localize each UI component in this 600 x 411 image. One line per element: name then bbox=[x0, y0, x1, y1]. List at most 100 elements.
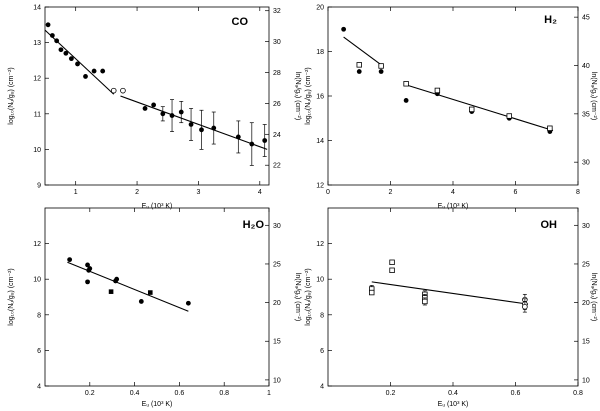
h2-data-point bbox=[341, 26, 347, 32]
h2-x-tick-label: 2 bbox=[389, 189, 393, 196]
oh-title: OH bbox=[541, 219, 558, 231]
h2-y2-tick-label: 45 bbox=[582, 15, 590, 22]
h2-y2-tick-label: 40 bbox=[582, 63, 590, 70]
oh-data-point bbox=[522, 303, 528, 310]
co-data-point bbox=[160, 111, 166, 117]
h2-y-tick-label: 16 bbox=[316, 94, 324, 101]
co-y-axis-label: log₁₀(Nᵤ/gᵤ) (cm⁻²) bbox=[8, 67, 15, 124]
oh-x-axis-label: Eᵤ (10³ K) bbox=[438, 401, 469, 408]
co-x-axis-label: Eᵤ (10³ K) bbox=[142, 203, 173, 210]
co-data-point bbox=[49, 33, 55, 38]
co-data-point bbox=[120, 87, 126, 94]
h2-y2-axis-label: ln(Nᵤ/gᵤ) (cm⁻²) bbox=[590, 72, 597, 120]
oh-y-tick-label: 10 bbox=[316, 277, 324, 284]
co-data-point bbox=[169, 113, 175, 118]
co-y-tick-label: 12 bbox=[33, 76, 41, 83]
co-y-tick-label: 13 bbox=[33, 40, 41, 47]
h2-y2-tick-label: 30 bbox=[582, 160, 590, 167]
h2-x-axis-label: Eᵤ (10³ K) bbox=[438, 203, 469, 210]
h2o-data-point bbox=[67, 257, 73, 263]
oh-fit-line bbox=[371, 281, 529, 305]
h2o-data-point bbox=[108, 289, 114, 294]
h2o-data-point bbox=[85, 279, 90, 285]
h2-x-tick-label: 0 bbox=[326, 189, 330, 196]
oh-y2-axis-label: ln(Nᵤ/gᵤ) (cm⁻²) bbox=[590, 273, 597, 321]
h2-y-tick-label: 20 bbox=[316, 5, 324, 12]
co-y-tick-label: 11 bbox=[34, 111, 41, 118]
co-title: CO bbox=[232, 16, 249, 28]
co-data-point bbox=[45, 22, 51, 28]
co-y2-axis-label: ln(Nᵤ/gᵤ) (cm⁻²) bbox=[294, 72, 301, 120]
h2o-fit-line bbox=[67, 261, 189, 312]
h2-data-point bbox=[506, 113, 512, 119]
h2o-data-point bbox=[185, 300, 191, 306]
h2-data-point bbox=[378, 63, 384, 69]
h2-data-point bbox=[403, 81, 409, 87]
co-data-point bbox=[211, 125, 217, 131]
co-y2-tick-label: 28 bbox=[273, 70, 281, 77]
h2-y-tick-label: 18 bbox=[316, 49, 324, 56]
h2o-title: H₂O bbox=[243, 219, 265, 231]
h2-fit-line bbox=[343, 36, 382, 66]
h2o-data-point bbox=[114, 276, 120, 282]
h2-data-point bbox=[403, 98, 409, 103]
co-data-point bbox=[235, 134, 241, 140]
oh-y2-tick-label: 30 bbox=[582, 223, 590, 230]
h2-y-tick-label: 14 bbox=[316, 138, 324, 145]
h2o-y2-tick-label: 10 bbox=[273, 377, 281, 384]
oh-y-axis-label: log₁₀(Nᵤ/gᵤ) (cm⁻²) bbox=[305, 268, 312, 325]
h2o-data-point bbox=[87, 266, 93, 271]
co-y-tick-label: 10 bbox=[33, 147, 41, 154]
oh-data-point bbox=[389, 267, 395, 273]
h2o-y-tick-label: 4 bbox=[37, 384, 41, 391]
h2-data-point bbox=[469, 106, 475, 113]
co-fit-line bbox=[120, 95, 268, 150]
h2-data-point bbox=[356, 62, 362, 68]
oh-y2-tick-label: 10 bbox=[582, 377, 590, 384]
co-y2-tick-label: 26 bbox=[273, 101, 281, 108]
oh-data-point bbox=[389, 259, 395, 265]
co-data-point bbox=[110, 87, 117, 94]
h2o-x-axis-label: Eᵤ (10³ K) bbox=[142, 401, 173, 408]
oh-y2-tick-label: 25 bbox=[582, 261, 590, 268]
h2-x-tick-label: 8 bbox=[576, 189, 580, 196]
h2-y-tick-label: 12 bbox=[316, 183, 324, 190]
h2o-y2-tick-label: 15 bbox=[273, 339, 281, 346]
co-data-point bbox=[142, 106, 148, 111]
oh-x-tick-label: 0.4 bbox=[448, 390, 458, 397]
h2o-plot-frame bbox=[44, 207, 270, 387]
h2-data-point bbox=[547, 125, 553, 131]
h2o-x-tick-label: 0.2 bbox=[85, 390, 95, 397]
h2o-y-axis-label: log₁₀(Nᵤ/gᵤ) (cm⁻²) bbox=[8, 268, 15, 325]
co-y2-tick-label: 24 bbox=[273, 132, 281, 139]
h2-data-point bbox=[434, 87, 441, 94]
panel-h2o: H₂O Eᵤ (10³ K) log₁₀(Nᵤ/gᵤ) (cm⁻²) ln(Nᵤ… bbox=[8, 207, 301, 408]
co-data-point bbox=[91, 68, 97, 74]
h2-y-axis-label: log₁₀(Nᵤ/gᵤ) (cm⁻²) bbox=[305, 67, 312, 124]
oh-x-tick-label: 0.6 bbox=[511, 390, 521, 397]
panel-h2: H₂ Eᵤ (10³ K) log₁₀(Nᵤ/gᵤ) (cm⁻²) ln(Nᵤ/… bbox=[305, 5, 597, 211]
h2-x-tick-label: 4 bbox=[451, 189, 455, 196]
h2o-y2-tick-label: 20 bbox=[273, 300, 281, 307]
h2o-data-point bbox=[138, 299, 144, 304]
oh-y-tick-label: 6 bbox=[320, 348, 324, 355]
h2o-y-tick-label: 10 bbox=[33, 277, 41, 284]
co-x-tick-label: 1 bbox=[74, 189, 78, 196]
co-y-tick-label: 9 bbox=[37, 183, 41, 190]
co-x-tick-label: 3 bbox=[196, 189, 200, 196]
h2o-x-tick-label: 0.8 bbox=[219, 390, 229, 397]
oh-data-point bbox=[369, 289, 375, 296]
h2-x-tick-label: 6 bbox=[514, 189, 518, 196]
h2o-x-tick-label: 1 bbox=[267, 390, 271, 397]
h2o-data-point bbox=[147, 290, 153, 295]
h2-y2-tick-label: 35 bbox=[582, 111, 590, 118]
h2-title: H₂ bbox=[544, 14, 557, 26]
panel-co: CO Eᵤ (10³ K) log₁₀(Nᵤ/gᵤ) (cm⁻²) ln(Nᵤ/… bbox=[8, 5, 301, 211]
co-data-point bbox=[199, 127, 204, 133]
oh-y-tick-label: 4 bbox=[320, 384, 324, 391]
h2o-y-tick-label: 12 bbox=[33, 241, 41, 248]
h2o-data-point bbox=[85, 262, 90, 268]
h2o-y2-axis-label: ln(Nᵤ/gᵤ) (cm⁻²) bbox=[294, 273, 301, 321]
h2-fit-line bbox=[405, 84, 554, 132]
